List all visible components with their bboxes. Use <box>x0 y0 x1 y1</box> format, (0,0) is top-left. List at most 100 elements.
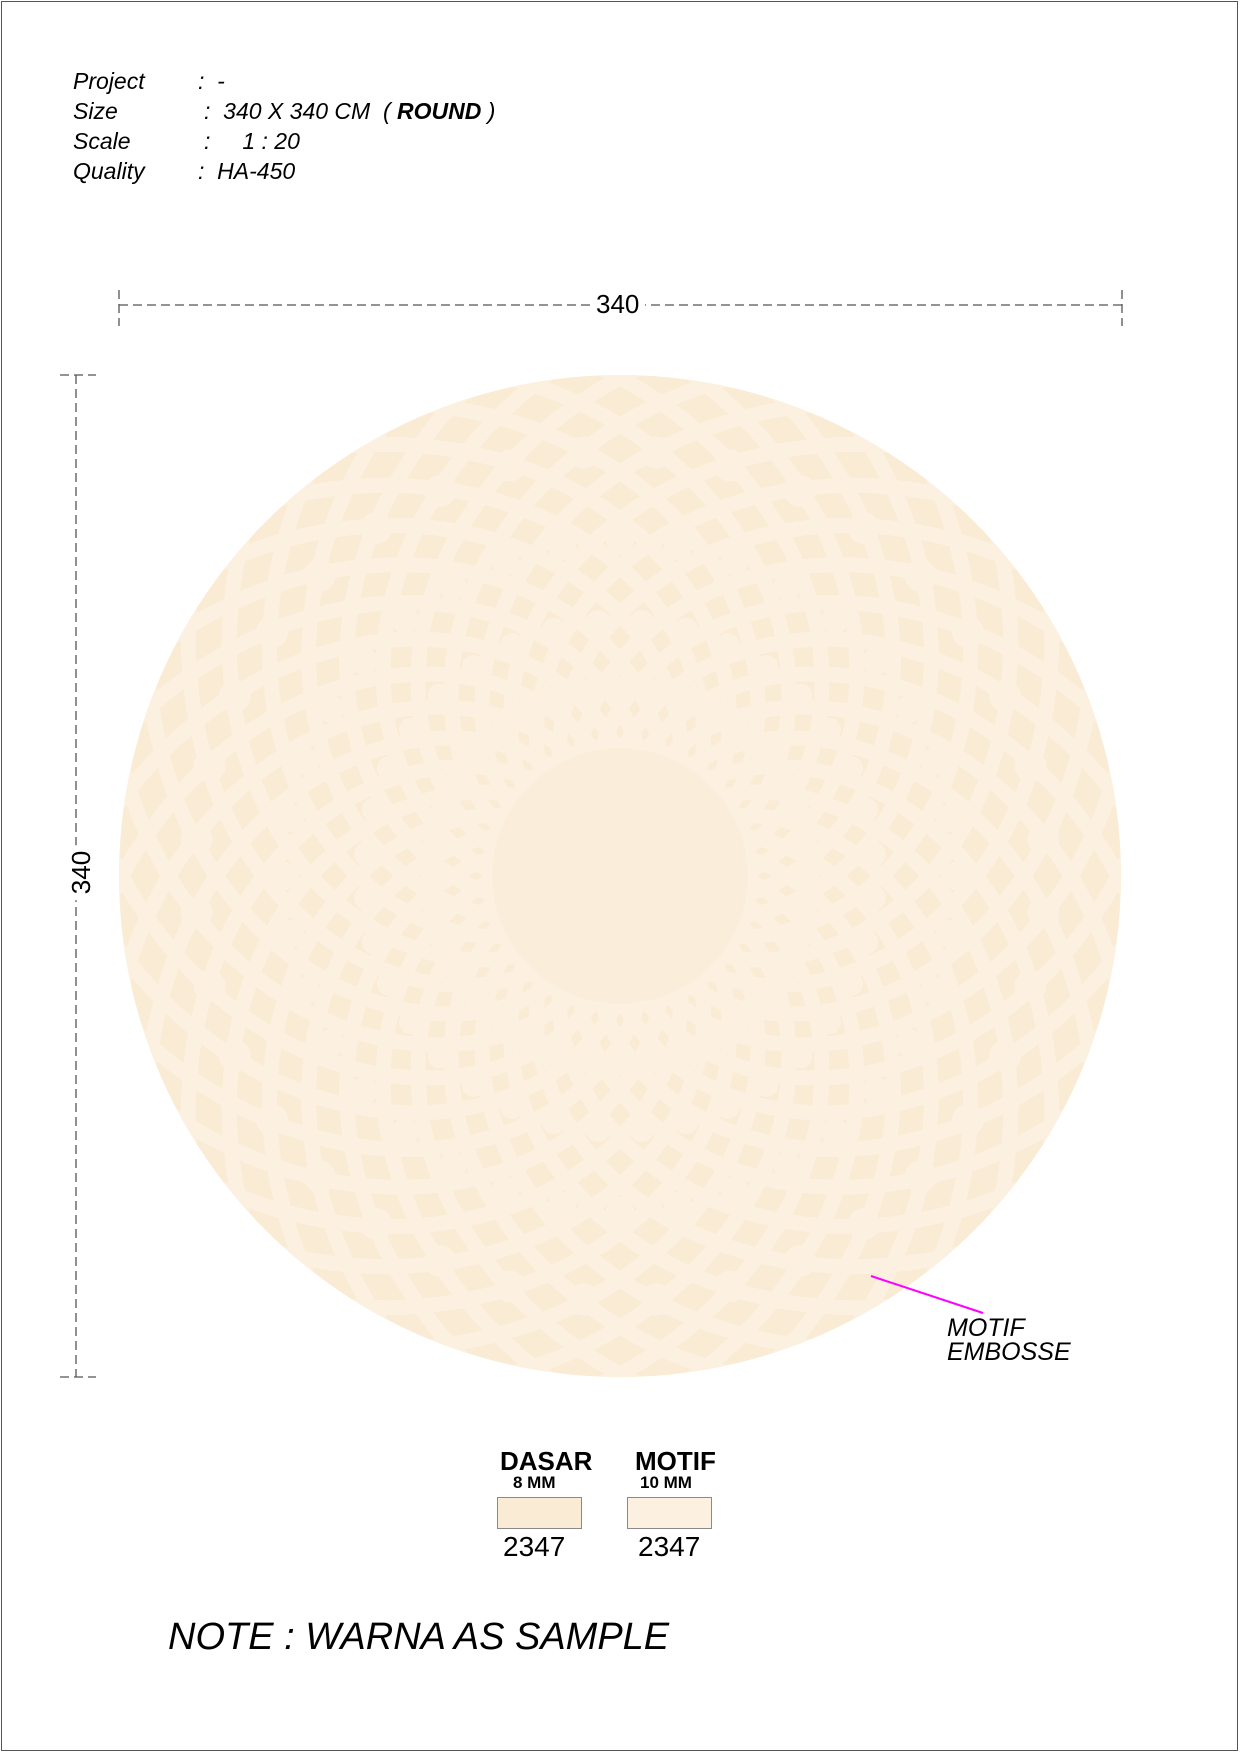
legend-dasar-code: 2347 <box>503 1531 566 1562</box>
motif-bead <box>491 547 520 576</box>
motif-bead <box>515 1030 535 1051</box>
motif-bead <box>180 897 213 929</box>
motif-bead <box>276 803 305 832</box>
motif-bead <box>664 1191 693 1220</box>
motif-strand <box>138 730 568 1144</box>
spec-scale-label: Scale <box>73 128 131 154</box>
motif-bead <box>821 605 850 634</box>
motif-bead <box>255 616 288 649</box>
motif-bead <box>424 474 457 507</box>
motif-bead <box>461 1072 486 1097</box>
motif-strand <box>591 973 1121 1157</box>
motif-bead <box>754 655 779 680</box>
motif-bead <box>547 1191 576 1220</box>
motif-bead <box>491 1176 520 1205</box>
spec-quality-row: Quality : HA-450 <box>73 158 295 239</box>
motif-bead <box>854 930 879 954</box>
motif-bead <box>390 605 419 634</box>
motif-bead <box>291 976 320 1005</box>
motif-bead <box>438 571 467 600</box>
spec-size-prefix: : 340 X 340 CM ( <box>204 98 398 124</box>
motif-bead <box>500 1095 525 1120</box>
motif-bead <box>664 532 693 561</box>
motif-bead <box>674 1110 698 1135</box>
motif-bead <box>424 1245 457 1278</box>
motif-bead <box>606 527 634 555</box>
motif-bead <box>193 970 226 1002</box>
motif-bead <box>1027 897 1060 929</box>
motif-bead <box>641 436 673 469</box>
callout-text-line1: MOTIF <box>947 1314 1025 1342</box>
motif-bead <box>349 646 378 675</box>
motif-bead <box>989 680 1022 713</box>
motif-strand <box>119 699 587 1058</box>
motif-bead <box>904 559 937 592</box>
motif-bead <box>705 1030 725 1051</box>
motif-bead <box>1027 823 1060 855</box>
motif-bead <box>774 771 795 791</box>
motif-bead <box>773 571 802 600</box>
motif-bead <box>821 1118 850 1147</box>
motif-bead <box>422 833 443 853</box>
motif-bead <box>854 798 879 822</box>
motif-bead <box>585 1118 610 1142</box>
motif-bead <box>755 988 776 1009</box>
spec-project-row: Project : - <box>73 68 225 149</box>
motif-strand <box>301 827 515 1377</box>
motif-bead <box>399 717 424 742</box>
motif-bead <box>610 1056 630 1076</box>
motif-bead <box>797 833 818 853</box>
width-label: 340 <box>590 289 646 320</box>
motif-bead <box>361 930 386 954</box>
motif-strand <box>262 807 524 1346</box>
motif-bead <box>567 1283 599 1316</box>
motif-bead <box>839 756 864 781</box>
motif-strand <box>716 807 978 1346</box>
motif-bead <box>715 1095 740 1120</box>
note-text: NOTE : WARNA AS SAMPLE <box>168 1616 670 1658</box>
motif-bead <box>675 687 695 708</box>
motif-strand <box>551 972 1090 1234</box>
motif-bead <box>720 1176 749 1205</box>
legend-motif-code: 2347 <box>638 1531 701 1562</box>
motif-strand <box>221 784 536 1290</box>
spec-size-suffix: ) <box>481 98 496 124</box>
motif-strand <box>119 631 628 873</box>
motif-bead <box>360 1208 393 1241</box>
rug-center <box>492 748 748 1004</box>
motif-bead <box>276 920 305 949</box>
motif-bead <box>606 1197 634 1225</box>
motif-bead <box>361 798 386 822</box>
motif-bead <box>783 474 816 507</box>
motif-bead <box>952 616 985 649</box>
motif-bead <box>315 694 344 723</box>
motif-strand <box>529 375 830 863</box>
motif-strand <box>180 758 551 1222</box>
motif-strand <box>528 960 1034 1275</box>
motif-bead <box>494 449 526 482</box>
motif-bead <box>354 841 378 866</box>
motif-bead <box>390 1118 419 1147</box>
motif-bead <box>360 511 393 544</box>
spec-quality-value: : HA-450 <box>198 158 296 184</box>
motif-bead <box>920 976 949 1005</box>
motif-bead <box>1014 750 1047 782</box>
motif-bead <box>643 678 663 699</box>
motif-bead <box>862 646 891 675</box>
spec-size-value: : 340 X 340 CM ( ROUND ) <box>204 98 495 125</box>
motif-bead <box>896 694 925 723</box>
motif-bead <box>303 1160 336 1193</box>
motif-bead <box>674 617 698 642</box>
motif-bead <box>935 920 964 949</box>
motif-bead <box>545 687 565 708</box>
motif-bead <box>431 931 452 951</box>
motif-bead <box>816 717 841 742</box>
motif-bead <box>714 449 746 482</box>
motif-bead <box>800 866 820 886</box>
motif-bead <box>920 747 949 776</box>
motif-bead <box>788 683 813 708</box>
motif-strand <box>274 436 738 807</box>
motif-strand <box>725 827 939 1377</box>
spec-scale-value: : 1 : 20 <box>204 128 300 154</box>
motif-bead <box>180 823 213 855</box>
